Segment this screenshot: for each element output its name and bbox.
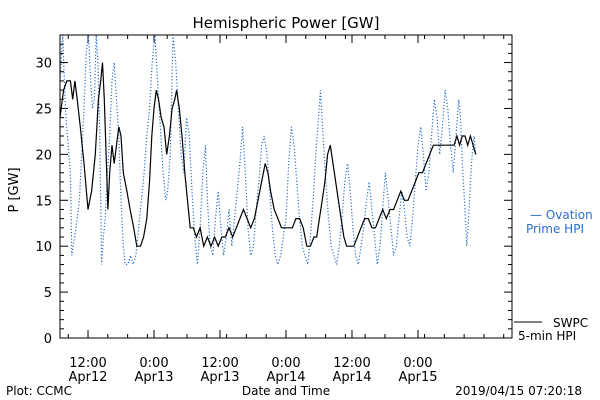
- series-swpc-line: [59, 62, 477, 249]
- legend-swpc-line2: 5-min HPI: [518, 329, 576, 343]
- legend-swpc-line1: SWPC: [553, 316, 588, 330]
- x-tick-label-date: Apr14: [266, 370, 305, 385]
- legend: — Ovation Prime HPI SWPC 5-min HPI: [514, 208, 593, 343]
- x-tick-label-date: Apr13: [134, 370, 173, 385]
- y-tick-label: 10: [35, 240, 52, 255]
- legend-ovation-line1: — Ovation: [530, 208, 593, 222]
- x-tick-label-time: 0:00: [139, 356, 168, 371]
- footer-timestamp: 2019/04/15 07:20:18: [455, 384, 582, 398]
- x-axis-label: Date and Time: [242, 384, 330, 398]
- y-tick-label: 25: [35, 102, 52, 117]
- x-tick-label-time: 0:00: [271, 356, 300, 371]
- series-layer: [59, 34, 477, 267]
- x-tick-label-time: 12:00: [333, 356, 370, 371]
- footer-plot-credit: Plot: CCMC: [6, 384, 72, 398]
- chart-title: Hemispheric Power [GW]: [193, 14, 380, 32]
- y-tick-label: 0: [44, 332, 52, 347]
- x-tick-label-date: Apr12: [69, 370, 108, 385]
- x-tick-label-date: Apr14: [332, 370, 371, 385]
- x-tick-label-time: 12:00: [201, 356, 238, 371]
- y-axis-ticks: 0 5 10 15 20 25 30: [35, 34, 512, 347]
- y-tick-label: 5: [44, 286, 52, 301]
- y-tick-label: 30: [35, 57, 52, 72]
- y-tick-label: 15: [35, 194, 52, 209]
- x-tick-label-time: 12:00: [69, 356, 106, 371]
- plot-frame: [59, 34, 513, 339]
- y-tick-label: 20: [35, 148, 52, 163]
- x-tick-label-time: 0:00: [403, 356, 432, 371]
- y-axis-label: P [GW]: [7, 167, 22, 212]
- x-tick-label-date: Apr15: [398, 370, 437, 385]
- legend-ovation-line2: Prime HPI: [526, 222, 584, 236]
- x-tick-label-date: Apr13: [200, 370, 239, 385]
- x-axis-ticks: 12:00Apr120:00Apr1312:00Apr130:00Apr1412…: [67, 35, 505, 385]
